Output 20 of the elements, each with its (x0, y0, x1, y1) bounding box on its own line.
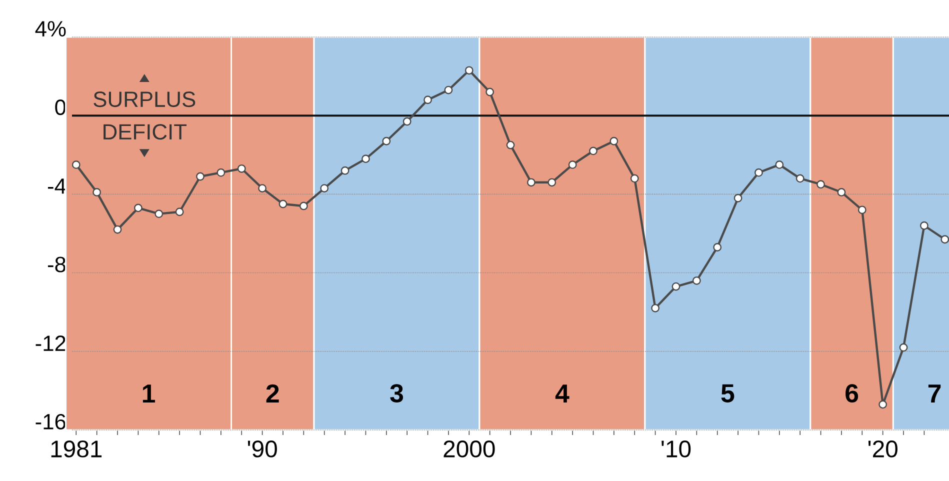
band-label: 1 (142, 384, 156, 402)
y-tick-label: -4 (48, 178, 66, 194)
y-tick-label: 0 (55, 100, 66, 116)
x-tick-label: '20 (868, 440, 898, 458)
y-tick-label: -16 (36, 414, 66, 430)
x-tick-label: 1981 (51, 440, 102, 458)
x-tick-label: 2000 (444, 440, 495, 458)
band-label: 5 (721, 384, 734, 402)
band-label: 2 (266, 384, 279, 402)
band-label: 4 (555, 384, 570, 402)
band-label: 7 (928, 384, 941, 402)
annotation: DEFICIT (104, 124, 187, 140)
annotation: SURPLUS (94, 92, 196, 108)
y-tick-label: -8 (48, 256, 66, 272)
x-tick-label: '10 (662, 440, 691, 458)
y-tick-label: -12 (36, 336, 66, 351)
band-label: 3 (390, 384, 404, 402)
band-label: 6 (846, 384, 858, 402)
y-tick-label: 4% (35, 21, 66, 36)
x-tick-label: '90 (248, 440, 277, 458)
